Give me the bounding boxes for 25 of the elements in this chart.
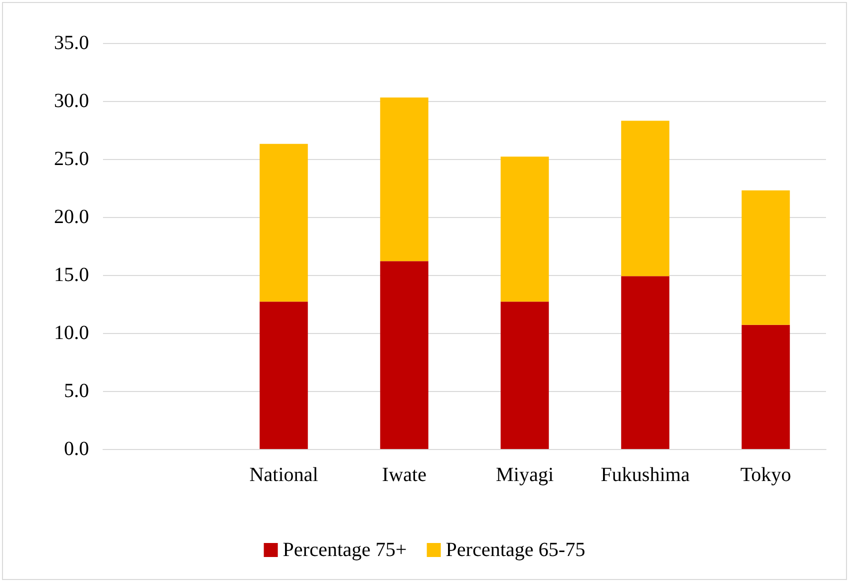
bar — [621, 120, 670, 276]
y-tick-label: 25.0 — [54, 148, 89, 170]
y-tick-label: 10.0 — [54, 322, 89, 344]
x-tick-label: Tokyo — [740, 464, 792, 486]
bar — [742, 324, 790, 449]
x-tick-label: Miyagi — [496, 464, 554, 486]
bar — [260, 144, 308, 302]
bar — [621, 276, 670, 449]
x-tick-label: Iwate — [382, 464, 427, 486]
y-tick-label: 20.0 — [54, 206, 89, 228]
y-tick-label: 15.0 — [54, 264, 89, 286]
bar — [500, 156, 549, 302]
legend-label: Percentage 75+ — [282, 539, 407, 561]
y-tick-label: 0.0 — [64, 438, 89, 460]
x-tick-label: Fukushima — [600, 464, 690, 486]
x-tick-label: National — [249, 464, 319, 486]
bar — [500, 302, 549, 449]
y-tick-label: 5.0 — [64, 380, 89, 402]
bar — [260, 302, 308, 449]
bar — [380, 261, 428, 449]
legend-label: Percentage 65-75 — [446, 539, 586, 561]
bar — [742, 190, 790, 325]
y-tick-label: 30.0 — [54, 90, 89, 112]
bar — [380, 98, 428, 262]
y-tick-label: 35.0 — [54, 32, 89, 54]
